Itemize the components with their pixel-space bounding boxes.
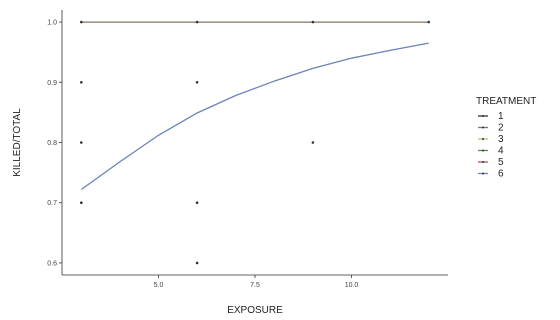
x-tick-label: 7.5 bbox=[250, 282, 260, 289]
y-axis-title: KILLED/TOTAL bbox=[12, 108, 23, 177]
legend-label-1: 1 bbox=[498, 111, 504, 122]
axes: 0.6 0.7 0.8 0.9 1.0 5.0 7.5 10.0 EXPOSURE KILLED/… bbox=[12, 10, 448, 316]
data-point bbox=[80, 80, 83, 84]
legend-key-point-2 bbox=[482, 126, 484, 129]
y-tick-label: 0.9 bbox=[47, 80, 57, 87]
legend-title: TREATMENT bbox=[476, 96, 536, 107]
legend-key-point-6 bbox=[482, 172, 484, 175]
legend-key-point-4 bbox=[482, 149, 484, 152]
x-axis-title: EXPOSURE bbox=[227, 305, 283, 316]
legend-key-point-3 bbox=[482, 138, 484, 140]
x-tick-label: 10.0 bbox=[345, 282, 359, 289]
legend-label-2: 2 bbox=[498, 123, 504, 134]
data-point bbox=[195, 80, 199, 84]
data-points bbox=[80, 20, 431, 265]
series-line-6 bbox=[80, 42, 429, 191]
data-point bbox=[80, 201, 83, 205]
legend-label-5: 5 bbox=[498, 157, 504, 168]
data-point bbox=[195, 20, 199, 24]
y-tick-label: 0.8 bbox=[47, 140, 57, 147]
y-tick-label: 1.0 bbox=[47, 20, 57, 27]
x-tick-label: 5.0 bbox=[154, 282, 164, 289]
legend-key-point-1 bbox=[482, 115, 484, 117]
y-tick-label: 0.7 bbox=[47, 200, 57, 207]
series-lines bbox=[80, 21, 429, 191]
data-point bbox=[311, 141, 315, 144]
legend-label-3: 3 bbox=[498, 134, 504, 145]
data-point bbox=[311, 20, 315, 24]
legend-key-point-5 bbox=[482, 161, 484, 163]
y-tick-label: 0.6 bbox=[47, 260, 57, 267]
data-point bbox=[427, 20, 431, 24]
data-point bbox=[80, 20, 83, 24]
data-point bbox=[195, 201, 199, 205]
data-point bbox=[195, 261, 199, 265]
legend-label-6: 6 bbox=[498, 169, 504, 180]
legend-label-4: 4 bbox=[498, 146, 504, 157]
data-point bbox=[80, 141, 83, 144]
